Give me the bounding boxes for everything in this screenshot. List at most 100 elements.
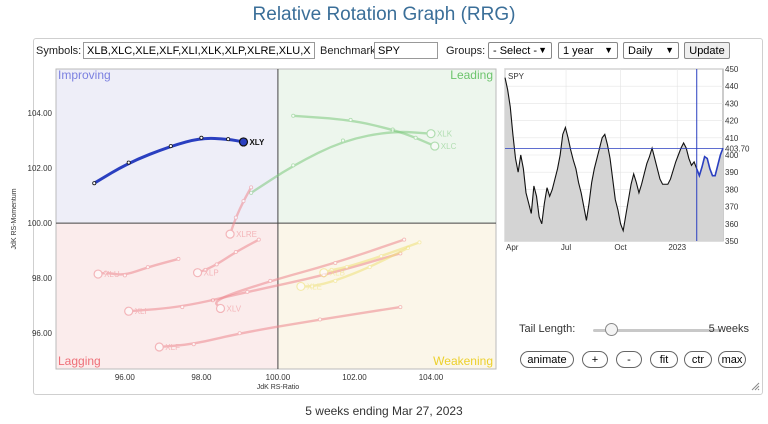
price-y-tick: 400 [725, 151, 739, 160]
price-y-tick: 450 [725, 65, 739, 74]
tail-label: XLV [227, 304, 242, 313]
period-select[interactable]: 1 year ▼ [558, 42, 618, 59]
zoom-out-button[interactable]: - [616, 351, 642, 368]
rrg-tail-xle[interactable]: XLE [296, 245, 410, 292]
tail-head-marker [296, 281, 306, 292]
tail-head-marker [319, 268, 329, 278]
benchmark-label: Benchmark: [320, 45, 379, 57]
price-x-tick: 2023 [668, 243, 686, 252]
price-line-recent [695, 147, 724, 179]
tail-head-marker [192, 268, 203, 278]
tail-point [176, 256, 181, 261]
tail-label: XLE [307, 282, 322, 291]
rrg-tail-xlc[interactable]: XLC [291, 113, 457, 151]
price-symbol-label: SPY [508, 72, 525, 81]
zoom-in-button[interactable]: + [582, 351, 608, 368]
y-tick-label: 96.00 [32, 329, 53, 338]
x-tick-label: 100.00 [266, 373, 291, 382]
quadrant-improving [56, 69, 278, 224]
rrg-tail-xlu[interactable]: XLU [93, 256, 181, 279]
rrg-tail-xly[interactable]: XLY [92, 135, 265, 186]
rrg-tail-xli[interactable]: XLI [124, 251, 403, 316]
quadrant-label-leading: Leading [450, 68, 493, 82]
center-button[interactable]: ctr [684, 351, 712, 368]
resize-handle-icon[interactable] [750, 381, 760, 391]
price-y-tick: 390 [725, 168, 739, 177]
tail-point [122, 273, 127, 278]
tail-point [417, 240, 422, 245]
tail-label: XLI [135, 307, 147, 316]
tail-point [203, 267, 208, 272]
symbols-label: Symbols: [36, 45, 82, 57]
tail-point [310, 284, 315, 289]
tail-point [344, 265, 349, 270]
rrg-tail-xlre[interactable]: XLRE [225, 185, 257, 239]
maximize-button[interactable]: max [718, 351, 746, 368]
tail-point [199, 135, 204, 140]
tail-label: XLU [104, 270, 120, 279]
price-y-tick: 360 [725, 220, 739, 229]
tail-point [402, 237, 407, 242]
tail-point [237, 331, 242, 336]
price-y-tick: 370 [725, 203, 739, 212]
tail-point [390, 127, 395, 132]
frequency-select[interactable]: Daily ▼ [623, 42, 679, 59]
tail-head-marker [124, 306, 134, 316]
rrg-tail-xlf[interactable]: XLF [154, 305, 403, 352]
quadrant-lagging [56, 223, 278, 369]
x-tick-label: 96.00 [115, 373, 136, 382]
fit-button[interactable]: fit [650, 351, 678, 368]
price-y-tick: 440 [725, 82, 739, 91]
tail-label: XLP [204, 269, 219, 278]
y-tick-label: 100.00 [28, 219, 53, 228]
groups-select[interactable]: - Select - ▼ [488, 42, 552, 59]
benchmark-input[interactable] [374, 42, 438, 59]
symbols-input[interactable] [83, 42, 315, 59]
tail-point [291, 113, 296, 118]
tail-point [333, 278, 338, 283]
tail-point [126, 160, 131, 165]
quadrant-weakening [277, 223, 496, 369]
rrg-tail-xlp[interactable]: XLP [192, 237, 261, 278]
tail-point [226, 137, 231, 142]
tail-label: XLB [330, 269, 345, 278]
update-button[interactable]: Update [684, 42, 730, 59]
price-x-tick: Jul [561, 243, 571, 252]
tail-label: XLY [249, 138, 264, 147]
rrg-tail-xlv[interactable]: XLV [210, 237, 407, 313]
tail-point [268, 278, 273, 283]
tail-head-marker [93, 269, 103, 279]
tail-point [340, 138, 345, 143]
tail-length-slider-thumb[interactable] [604, 323, 618, 336]
y-tick-label: 104.00 [28, 109, 53, 118]
tail-point [291, 163, 296, 168]
x-axis-title: JdK RS-Ratio [257, 384, 300, 391]
tail-point [168, 144, 173, 149]
animate-button[interactable]: animate [520, 351, 574, 368]
period-select-value: 1 year [563, 45, 594, 57]
tail-label: XLK [437, 130, 453, 139]
tail-point [329, 267, 334, 272]
price-y-tick: 430 [725, 99, 739, 108]
tail-point [92, 181, 97, 186]
price-line [504, 77, 698, 233]
tail-line [299, 246, 410, 288]
page-title: Relative Rotation Graph (RRG) [252, 4, 516, 25]
tail-point [379, 254, 384, 259]
quadrant-label-improving: Improving [58, 68, 111, 82]
tail-length-value: 5 weeks [708, 323, 749, 335]
current-price-label: 403.70 [725, 145, 750, 154]
tail-head-marker [154, 342, 164, 352]
tail-head-marker [426, 129, 436, 139]
tail-head-marker [225, 229, 235, 239]
tail-length-slider-track[interactable] [593, 329, 721, 332]
groups-label: Groups: [446, 45, 486, 57]
tail-point [256, 237, 261, 242]
price-area [505, 77, 723, 241]
tail-point [180, 305, 185, 310]
frequency-select-value: Daily [628, 45, 653, 57]
tail-line [322, 241, 421, 274]
rrg-tail-xlb[interactable]: XLB [319, 240, 422, 278]
tail-line [292, 114, 436, 148]
